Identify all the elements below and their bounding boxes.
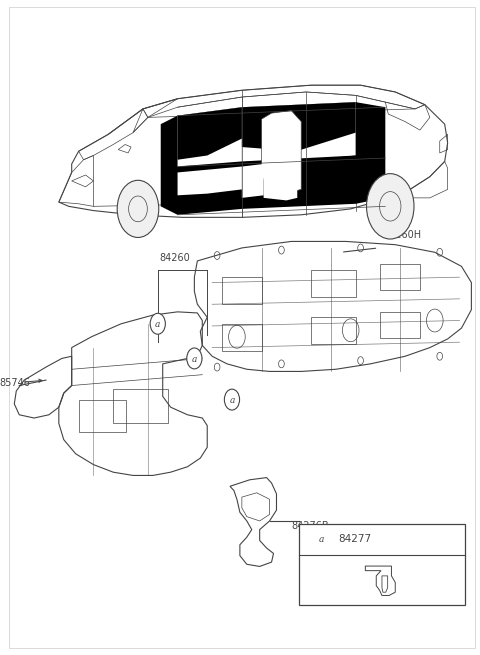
Polygon shape xyxy=(242,164,264,198)
Text: a: a xyxy=(229,396,235,405)
FancyBboxPatch shape xyxy=(299,523,465,605)
Polygon shape xyxy=(264,164,297,200)
Text: 85746: 85746 xyxy=(0,379,31,388)
Polygon shape xyxy=(178,107,242,166)
Text: 84276B: 84276B xyxy=(292,521,329,531)
Text: a: a xyxy=(319,535,324,544)
Circle shape xyxy=(224,389,240,410)
Circle shape xyxy=(187,348,202,369)
Polygon shape xyxy=(178,166,242,195)
Polygon shape xyxy=(161,102,385,215)
Text: 84277: 84277 xyxy=(338,534,371,544)
Polygon shape xyxy=(262,111,301,192)
Circle shape xyxy=(150,313,166,334)
Polygon shape xyxy=(242,102,356,151)
Circle shape xyxy=(313,528,330,550)
Polygon shape xyxy=(178,107,242,160)
Polygon shape xyxy=(178,166,242,209)
Circle shape xyxy=(367,174,414,239)
Text: 84260: 84260 xyxy=(159,253,190,263)
Text: 84260H: 84260H xyxy=(383,230,421,240)
Polygon shape xyxy=(242,161,296,204)
Text: a: a xyxy=(155,320,160,329)
Circle shape xyxy=(117,180,159,238)
Polygon shape xyxy=(242,102,356,161)
Text: a: a xyxy=(192,354,197,364)
Polygon shape xyxy=(296,155,356,200)
